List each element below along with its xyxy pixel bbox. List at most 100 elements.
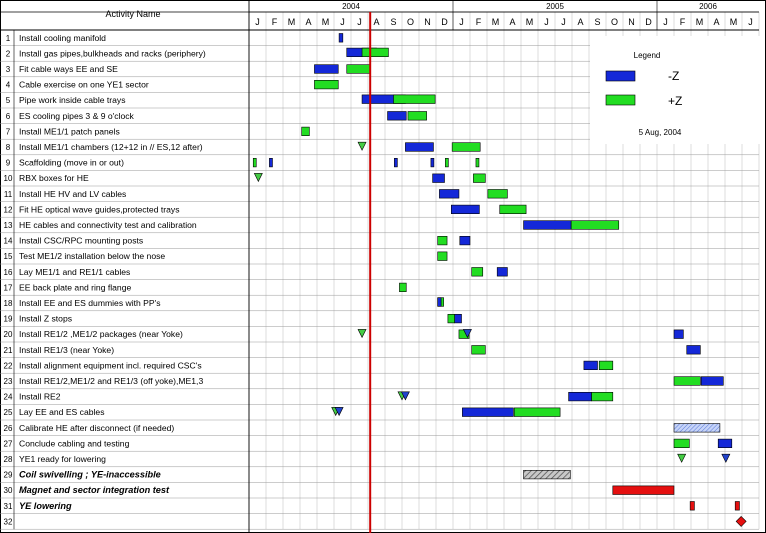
task-bar: [399, 282, 407, 293]
legend-frame: [590, 36, 760, 144]
task-id: 22: [4, 361, 13, 370]
task-id: 2: [6, 49, 11, 58]
task-bar: [405, 142, 434, 152]
milestone-marker: [357, 329, 367, 339]
task-bar: [437, 297, 442, 307]
month-tick-label: N: [628, 17, 635, 27]
month-tick-label: J: [459, 17, 464, 27]
task-id: 23: [4, 377, 13, 386]
task-name: ES cooling pipes 3 & 9 o'clock: [19, 111, 135, 121]
month-tick-label: D: [441, 17, 448, 27]
task-bar: [407, 111, 427, 121]
task-bar: [689, 501, 695, 511]
month-tick-label: J: [748, 17, 753, 27]
task-bar: [346, 64, 371, 74]
task-id: 21: [4, 346, 13, 355]
month-tick-label: J: [255, 17, 260, 27]
task-name: Install HE HV and LV cables: [19, 189, 126, 199]
task-id: 18: [4, 299, 13, 308]
task-bar: [475, 158, 480, 168]
task-bar: [450, 204, 480, 215]
task-bar: [673, 423, 721, 433]
task-name: RBX boxes for HE: [19, 173, 89, 183]
task-id: 1: [6, 34, 11, 43]
task-bar: [496, 267, 508, 277]
task-id: 17: [4, 283, 13, 292]
task-bar: [471, 267, 484, 277]
task-id: 29: [4, 471, 13, 480]
task-bar: [673, 329, 684, 339]
task-bar: [451, 142, 481, 152]
task-bar: [598, 360, 614, 371]
task-id: 24: [4, 393, 13, 402]
task-bar: [612, 485, 675, 495]
task-bar: [462, 407, 514, 417]
task-bar: [583, 360, 598, 371]
task-name: Install EE and ES dummies with PP's: [19, 298, 161, 308]
task-bar: [570, 220, 620, 230]
month-tick-label: N: [424, 17, 431, 27]
milestone-marker: [253, 173, 263, 183]
task-name: Fit HE optical wave guides,protected tra…: [19, 204, 180, 214]
task-name: Install RE2: [19, 392, 61, 402]
task-id: 4: [6, 81, 11, 90]
task-id: 7: [6, 127, 11, 136]
month-tick-label: J: [340, 17, 345, 27]
task-bar: [445, 158, 449, 168]
month-tick-label: S: [594, 17, 600, 27]
task-bar: [591, 391, 614, 402]
task-bar: [717, 438, 733, 449]
task-id: 11: [4, 190, 13, 199]
month-tick-label: M: [526, 17, 534, 27]
task-bar: [447, 313, 455, 324]
task-name: Install RE1/2,ME1/2 and RE1/3 (off yoke)…: [19, 376, 203, 386]
legend: Legend -Z +Z 5 Aug, 2004: [590, 36, 760, 144]
month-tick-label: M: [696, 17, 704, 27]
task-bar: [673, 438, 690, 449]
task-bar: [686, 345, 701, 355]
task-bars: [252, 12, 747, 533]
task-bar: [471, 345, 486, 355]
task-name: Calibrate HE after disconnect (if needed…: [19, 423, 174, 433]
month-tick-label: F: [680, 17, 686, 27]
month-tick-label: A: [373, 17, 379, 27]
task-id: 16: [4, 268, 13, 277]
task-bar: [314, 80, 339, 90]
task-name: Test ME1/2 installation below the nose: [19, 251, 165, 261]
month-tick-label: O: [407, 17, 414, 27]
task-name: Install Z stops: [19, 314, 72, 324]
month-tick-label: J: [663, 17, 668, 27]
task-bar: [393, 94, 436, 104]
task-id: 20: [4, 330, 13, 339]
task-id: 27: [4, 439, 13, 448]
task-name: Install gas pipes,bulkheads and racks (p…: [19, 48, 206, 58]
milestone-marker: [357, 141, 367, 151]
year-label: 2006: [699, 2, 717, 11]
task-bar: [338, 33, 344, 43]
task-bar: [454, 313, 462, 324]
task-id: 32: [4, 517, 13, 526]
task-id: 26: [4, 424, 13, 433]
task-id: 19: [4, 315, 13, 324]
task-bar: [734, 501, 740, 511]
task-name: EE back plate and ring flange: [19, 282, 131, 292]
task-bar: [361, 47, 389, 57]
task-name: Install ME1/1 patch panels: [19, 126, 120, 136]
milestone-marker: [677, 453, 687, 463]
task-bar: [673, 376, 701, 386]
task-name: Lay ME1/1 and RE1/1 cables: [19, 267, 130, 277]
task-id: 31: [4, 502, 13, 511]
task-rows: 1 Install cooling manifold 2 Install gas pi…: [4, 33, 206, 527]
month-tick-label: J: [357, 17, 362, 27]
month-tick-label: O: [611, 17, 618, 27]
month-tick-label: A: [713, 17, 719, 27]
task-bar: [513, 407, 561, 417]
legend-swatch-minus-z: [605, 70, 636, 82]
milestone-diamond: [735, 515, 747, 527]
task-name: Cable exercise on one YE1 sector: [19, 80, 149, 90]
task-bar: [700, 376, 724, 386]
legend-title: Legend: [634, 51, 661, 60]
task-name: Install CSC/RPC mounting posts: [19, 236, 143, 246]
task-name: YE lowering: [19, 501, 72, 511]
task-id: 25: [4, 408, 13, 417]
